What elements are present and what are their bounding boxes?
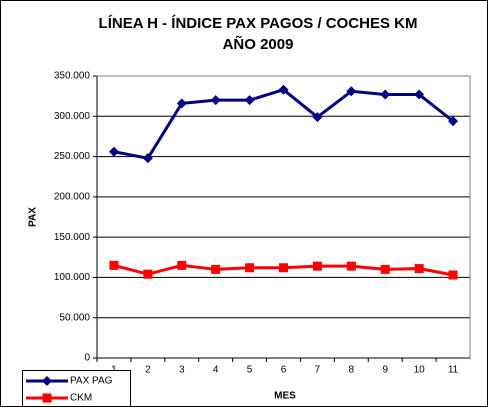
x-tick-label: 3 [179,365,185,376]
data-point [245,263,255,273]
data-point [176,98,187,109]
x-tick-label: 9 [382,365,388,376]
legend-box [22,370,131,407]
y-tick-label: 350.000 [54,71,91,82]
legend-marker [42,393,52,403]
data-point [448,116,459,127]
data-point [177,260,187,270]
x-tick-label: 4 [213,365,219,376]
data-point [142,153,153,164]
x-tick-label: 8 [349,365,355,376]
data-point [244,95,255,106]
data-point [380,264,390,274]
data-point [143,269,153,279]
data-point [448,270,458,280]
data-point [414,264,424,274]
legend-marker [42,376,52,386]
data-point [312,261,322,271]
x-axis-title: MES [274,391,296,402]
y-tick-label: 50.000 [59,312,90,323]
y-axis-title: PAX [28,207,39,227]
chart-title: LÍNEA H - ÍNDICE PAX PAGOS / COCHES KM [99,15,418,32]
legend-label: CKM [70,393,92,404]
chart-subtitle: AÑO 2009 [223,35,294,53]
y-tick-label: 150.000 [54,232,91,243]
data-point [312,112,323,123]
y-tick-label: 0 [84,353,90,364]
x-tick-label: 7 [315,365,321,376]
x-tick-label: 11 [448,365,459,376]
x-tick-label: 5 [247,365,253,376]
legend-label: PAX PAG [70,376,113,387]
data-point [210,95,221,106]
data-point [346,261,356,271]
x-tick-label: 2 [145,365,151,376]
data-point [414,89,425,100]
data-point [108,146,119,157]
data-point [278,84,289,95]
x-tick-label: 10 [414,365,426,376]
x-tick-label: 6 [281,365,287,376]
legend: PAX PAG CKM [22,370,131,407]
data-point [211,264,221,274]
data-point [380,89,391,100]
data-point [109,260,119,270]
y-tick-label: 200.000 [54,191,91,202]
y-tick-label: 100.000 [54,272,91,283]
data-point [346,86,357,97]
y-tick-label: 300.000 [54,111,91,122]
y-tick-label: 250.000 [54,151,91,162]
data-point [279,263,288,273]
